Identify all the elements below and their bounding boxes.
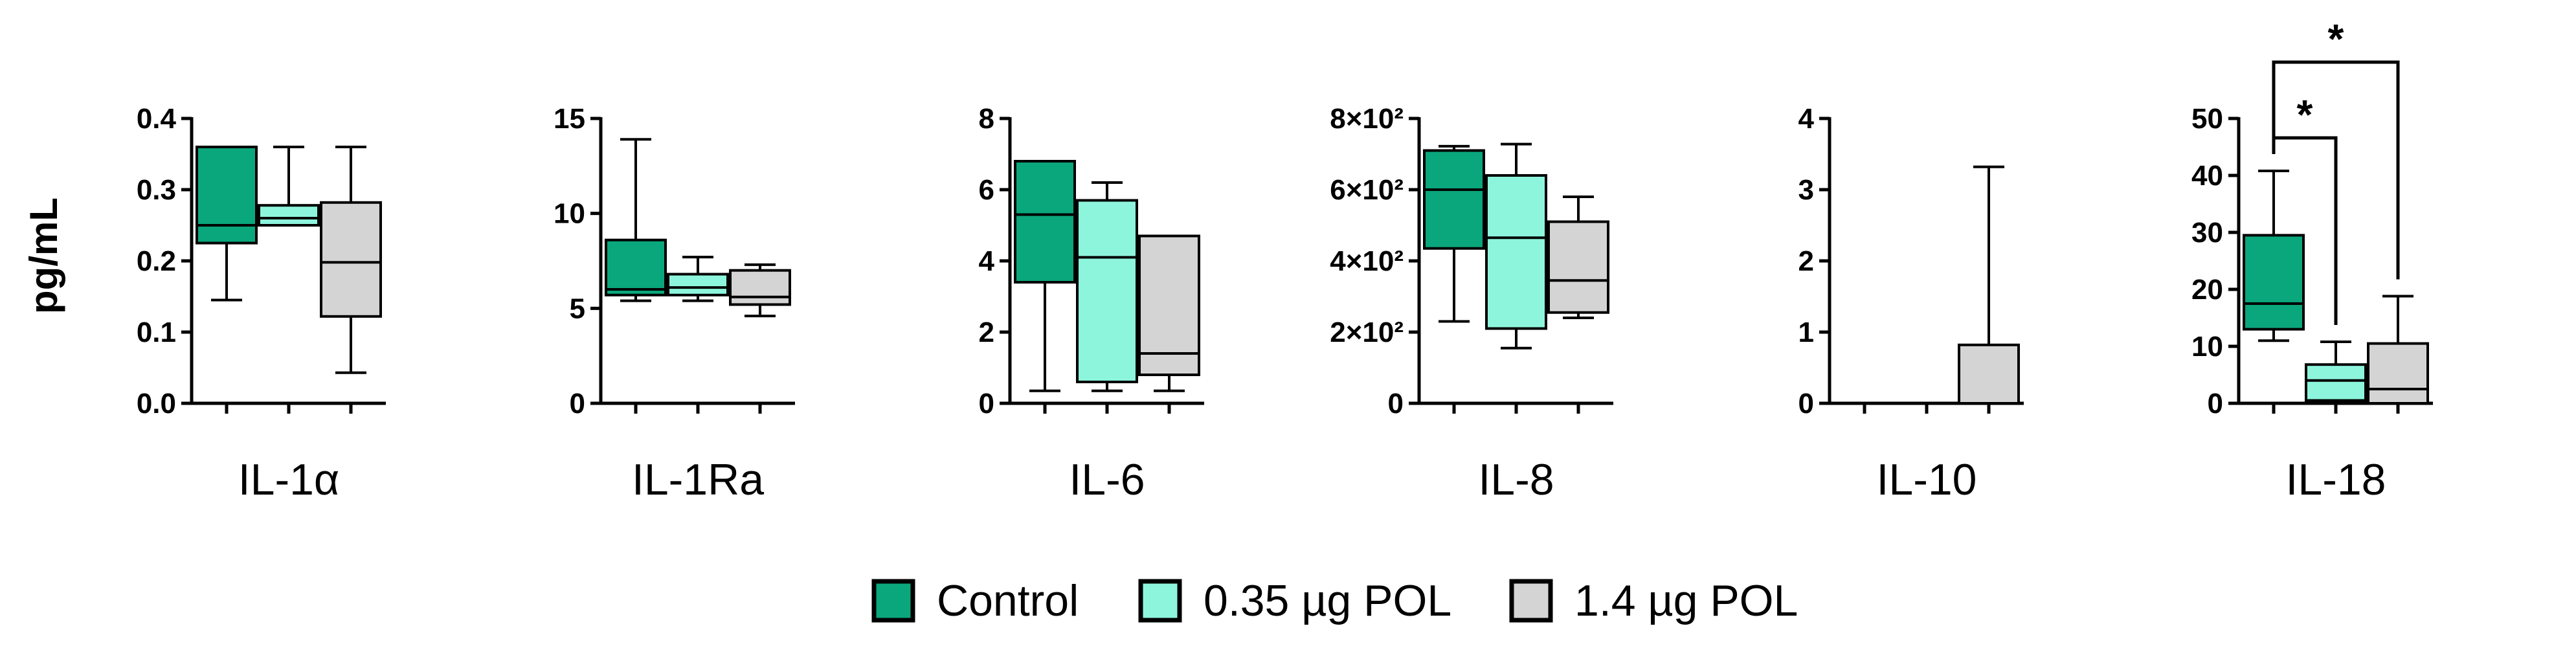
box-iqr (320, 201, 382, 318)
box-iqr (667, 273, 729, 296)
panel-title: IL-10 (1877, 455, 1977, 504)
y-tick-label: 0.1 (137, 317, 176, 348)
box-iqr (1958, 343, 2020, 405)
legend-swatch (871, 579, 915, 623)
y-tick-label: 3 (1798, 174, 1814, 206)
legend-swatch (1509, 579, 1553, 623)
panel-title: IL-18 (2286, 455, 2386, 504)
y-tick-label: 2 (1798, 245, 1814, 277)
box-iqr (1423, 149, 1485, 250)
significance-bracket: * (2272, 16, 2400, 280)
box-0-35-g-pol (1076, 181, 1138, 392)
y-tick-label: 0.4 (137, 103, 177, 135)
box-1-4-g-pol (320, 146, 382, 374)
panel-il-1: 0.0 0.1 0.2 0.3 0.4 IL-1α (137, 103, 386, 504)
box-control (1423, 144, 1485, 323)
box-iqr (729, 269, 791, 306)
box-iqr (2305, 363, 2367, 402)
y-tick-label: 0 (570, 388, 585, 419)
box-1-4-g-pol (729, 263, 791, 318)
box-iqr (605, 238, 667, 296)
y-tick-label: 0 (979, 388, 994, 419)
box-control (1014, 160, 1076, 392)
box-control (196, 146, 258, 302)
box-iqr (1014, 160, 1076, 284)
y-axis-label: pg/mL (22, 197, 65, 314)
panel-title: IL-6 (1069, 455, 1145, 504)
box-control (605, 138, 667, 302)
legend-label: 1.4 µg POL (1574, 576, 1798, 625)
legend-item-0-35-g-pol: 0.35 µg POL (1138, 576, 1451, 625)
box-iqr (258, 204, 320, 227)
y-tick-label: 2×10² (1330, 317, 1404, 348)
panel-il-1ra: 0 5 10 15 IL-1Ra (554, 103, 795, 504)
y-tick-label: 4 (979, 245, 995, 277)
y-tick-label: 0.3 (137, 174, 176, 206)
y-tick-label: 6 (979, 174, 994, 206)
y-tick-label: 0 (1388, 388, 1404, 419)
y-tick-label: 30 (2191, 217, 2223, 249)
box-1-4-g-pol (1547, 196, 1609, 319)
legend-label: 0.35 µg POL (1204, 576, 1451, 625)
y-tick-label: 5 (570, 293, 585, 324)
y-tick-label: 20 (2191, 274, 2223, 306)
significance-star: * (2328, 16, 2344, 62)
box-0-35-g-pol (2305, 340, 2367, 405)
y-tick-label: 4 (1798, 103, 1815, 135)
box-iqr (196, 146, 258, 245)
panel-title: IL-1α (238, 455, 340, 504)
box-0-35-g-pol (1485, 142, 1547, 350)
y-tick-label: 40 (2191, 160, 2223, 192)
legend: Control 0.35 µg POL 1.4 µg POL (871, 576, 1798, 625)
panel-title: IL-1Ra (632, 455, 764, 504)
legend-label: Control (937, 576, 1079, 625)
y-tick-label: 1 (1798, 317, 1814, 348)
box-iqr (2367, 342, 2429, 405)
y-tick-label: 6×10² (1330, 174, 1404, 206)
y-tick-label: 0.2 (137, 245, 176, 277)
panel-il-8: 0 2×10² 4×10² 6×10² 8×10² IL-8 (1330, 103, 1613, 504)
legend-item-control: Control (871, 576, 1079, 625)
y-tick-label: 0.0 (137, 388, 176, 419)
y-tick-label: 8 (979, 103, 994, 135)
y-tick-label: 8×10² (1330, 103, 1404, 135)
y-tick-label: 4×10² (1330, 245, 1404, 277)
panel-il-10: 0 1 2 3 4 IL-10 (1798, 103, 2024, 504)
box-1-4-g-pol (1138, 234, 1200, 392)
panel-il-18: 0 10 20 30 40 50 * * IL-18 (2191, 16, 2433, 504)
box-iqr (1485, 174, 1547, 330)
box-1-4-g-pol (2367, 295, 2429, 405)
y-tick-label: 0 (1798, 388, 1814, 419)
box-iqr (1076, 199, 1138, 383)
box-0-35-g-pol (258, 146, 320, 227)
box-1-4-g-pol (1958, 165, 2020, 405)
legend-swatch (1138, 579, 1182, 623)
y-tick-label: 50 (2191, 103, 2223, 135)
panel-il-6: 0 2 4 6 8 IL-6 (979, 103, 1204, 504)
panels: 0.00.10.20.30.4IL-1α051015IL-1Ra02468IL-… (137, 16, 2433, 504)
box-control (2243, 169, 2305, 342)
bracket-line (2272, 60, 2400, 280)
legend-item-1-4-g-pol: 1.4 µg POL (1509, 576, 1798, 625)
panel-title: IL-8 (1478, 455, 1554, 504)
y-tick-label: 0 (2208, 388, 2223, 419)
box-iqr (1547, 220, 1609, 314)
significance-star: * (2297, 91, 2313, 138)
box-0-35-g-pol (667, 256, 729, 302)
y-tick-label: 15 (554, 103, 585, 135)
box-iqr (2243, 234, 2305, 331)
y-tick-label: 2 (979, 317, 994, 348)
box-iqr (1138, 234, 1200, 376)
y-tick-label: 10 (2191, 331, 2223, 363)
y-tick-label: 10 (554, 198, 585, 230)
